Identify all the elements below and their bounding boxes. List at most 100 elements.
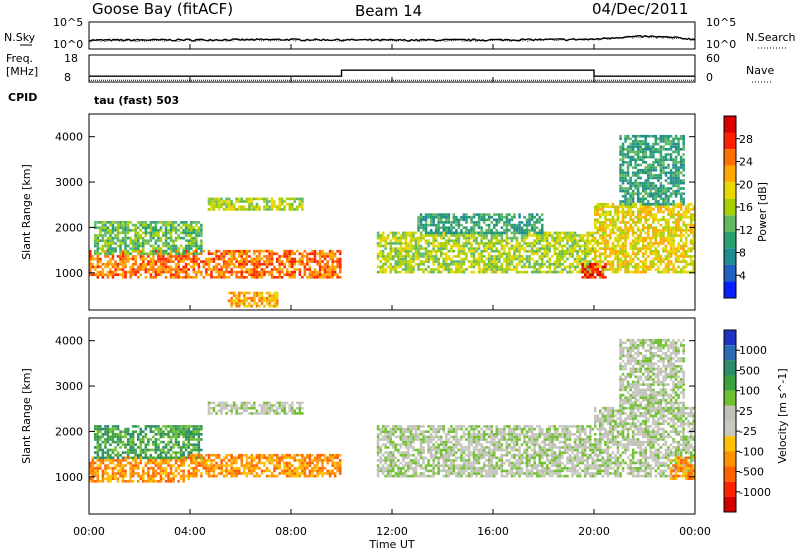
heatmap-cell — [579, 271, 582, 274]
heatmap-cell — [554, 242, 557, 245]
heatmap-cell — [235, 294, 238, 297]
heatmap-cell — [634, 266, 637, 269]
heatmap-cell — [271, 300, 274, 303]
heatmap-cell — [639, 232, 642, 235]
heatmap-cell — [134, 451, 137, 454]
heatmap-cell — [177, 229, 180, 232]
heatmap-cell — [652, 148, 655, 151]
heatmap-cell — [311, 271, 314, 274]
heatmap-cell — [448, 219, 451, 222]
heatmap-cell — [112, 430, 115, 433]
heatmap-cell — [650, 216, 653, 219]
heatmap-cell — [475, 242, 478, 245]
heatmap-cell — [655, 226, 658, 229]
heatmap-cell — [665, 158, 668, 161]
heatmap-cell — [627, 156, 630, 159]
heatmap-cell — [599, 237, 602, 240]
heatmap-cell — [549, 258, 552, 261]
heatmap-cell — [167, 255, 170, 258]
heatmap-cell — [155, 268, 158, 271]
heatmap-cell — [233, 258, 236, 261]
heatmap-cell — [309, 268, 312, 271]
heatmap-cell — [405, 242, 408, 245]
heatmap-cell — [511, 255, 514, 258]
heatmap-cell — [104, 234, 107, 237]
heatmap-cell — [559, 250, 562, 253]
heatmap-cell — [670, 239, 673, 242]
heatmap-cell — [170, 446, 173, 449]
heatmap-cell — [152, 462, 155, 465]
heatmap-cell — [172, 239, 175, 242]
heatmap-cell — [142, 224, 145, 227]
heatmap-cell — [167, 260, 170, 263]
heatmap-cell — [167, 237, 170, 240]
heatmap-cell — [493, 258, 496, 261]
heatmap-cell — [617, 237, 620, 240]
heatmap-cell — [339, 258, 342, 261]
heatmap-cell — [645, 151, 648, 154]
heatmap-cell — [516, 258, 519, 261]
heatmap-cell — [632, 156, 635, 159]
heatmap-cell — [258, 255, 261, 258]
heatmap-cell — [271, 475, 274, 478]
heatmap-cell — [200, 260, 203, 263]
heatmap-cell — [210, 258, 213, 261]
heatmap-cell — [215, 258, 218, 261]
heatmap-cell — [172, 457, 175, 460]
heatmap-cell — [667, 153, 670, 156]
heatmap-cell — [432, 242, 435, 245]
heatmap-cell — [142, 260, 145, 263]
heatmap-cell — [188, 425, 191, 428]
heatmap-cell — [129, 467, 132, 470]
heatmap-cell — [157, 237, 160, 240]
heatmap-cell — [645, 187, 648, 190]
heatmap-cell — [397, 266, 400, 269]
heatmap-cell — [142, 430, 145, 433]
heatmap-cell — [145, 472, 148, 475]
heatmap-cell — [175, 443, 178, 446]
heatmap-cell — [276, 294, 279, 297]
heatmap-cell — [539, 247, 542, 250]
heatmap-cell — [528, 263, 531, 266]
heatmap-cell — [430, 232, 433, 235]
heatmap-cell — [539, 237, 542, 240]
heatmap-cell — [650, 156, 653, 159]
heatmap-cell — [675, 172, 678, 175]
heatmap-cell — [263, 268, 266, 271]
heatmap-cell — [150, 245, 153, 248]
freq-left-tick-bottom: 8 — [64, 71, 71, 84]
heatmap-cell — [230, 292, 233, 295]
heatmap-cell — [155, 271, 158, 274]
heatmap-cell — [134, 443, 137, 446]
heatmap-cell — [170, 226, 173, 229]
heatmap-cell — [660, 203, 663, 206]
heatmap-cell — [119, 433, 122, 436]
heatmap-cell — [672, 232, 675, 235]
heatmap-cell — [576, 242, 579, 245]
heatmap-cell — [488, 226, 491, 229]
heatmap-cell — [112, 467, 115, 470]
heatmap-cell — [152, 229, 155, 232]
heatmap-cell — [314, 258, 317, 261]
heatmap-cell — [291, 266, 294, 269]
heatmap-cell — [134, 250, 137, 253]
heatmap-cell — [528, 258, 531, 261]
heatmap-cell — [331, 273, 334, 276]
heatmap-cell — [215, 475, 218, 478]
heatmap-cell — [513, 232, 516, 235]
heatmap-cell — [682, 242, 685, 245]
heatmap-cell — [632, 198, 635, 201]
heatmap-cell — [117, 428, 120, 431]
heatmap-cell — [195, 234, 198, 237]
heatmap-cell — [114, 250, 117, 253]
heatmap-cell — [314, 260, 317, 263]
heatmap-cell — [521, 271, 524, 274]
heatmap-cell — [182, 428, 185, 431]
heatmap-cell — [129, 229, 132, 232]
heatmap-cell — [225, 457, 228, 460]
heatmap-cell — [205, 268, 208, 271]
heatmap-cell — [427, 271, 430, 274]
heatmap-cell — [516, 226, 519, 229]
heatmap-cell — [677, 203, 680, 206]
heatmap-cell — [200, 253, 203, 256]
